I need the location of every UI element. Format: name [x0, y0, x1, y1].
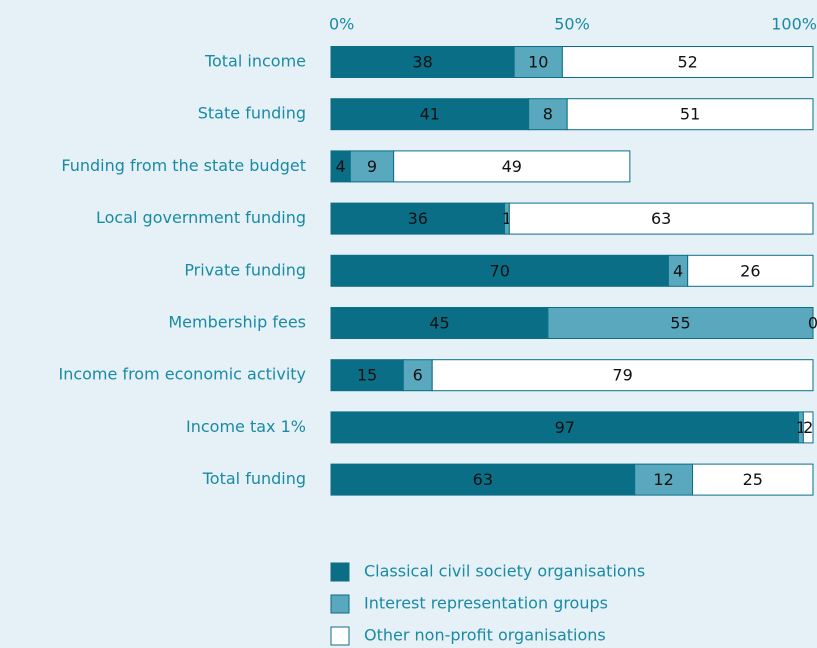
category-label: Total income [204, 52, 306, 71]
data-label: 12 [653, 470, 673, 489]
bar-segment [508, 202, 814, 235]
data-label: 52 [678, 53, 698, 72]
bar-segment [431, 359, 814, 392]
data-label: 6 [413, 366, 423, 385]
category-label: Private funding [184, 260, 306, 279]
data-label: 9 [367, 157, 377, 176]
data-label: 1 [502, 209, 512, 228]
data-label: 70 [490, 261, 510, 280]
data-label: 1 [796, 418, 806, 437]
data-label: 25 [743, 470, 763, 489]
data-label: 51 [680, 105, 700, 124]
x-tick-label: 0% [329, 15, 354, 34]
data-label: 36 [408, 209, 428, 228]
data-label: 4 [336, 157, 346, 176]
legend-label: Other non-profit organisations [364, 626, 606, 645]
data-label: 97 [555, 418, 575, 437]
data-label: 63 [473, 470, 493, 489]
category-label: Membership fees [168, 313, 306, 332]
category-label: Income from economic activity [58, 365, 306, 384]
data-label: 38 [412, 53, 432, 72]
bar-segment [393, 150, 631, 183]
x-tick-label: 100% [771, 15, 817, 34]
legend-swatch [330, 626, 350, 646]
category-label: Income tax 1% [186, 417, 306, 436]
legend-label: Classical civil society organisations [364, 562, 645, 581]
data-label: 45 [429, 314, 449, 333]
bar-segment [330, 202, 506, 235]
bar-segment [330, 254, 669, 287]
data-label: 10 [528, 53, 548, 72]
legend-swatch [330, 594, 350, 614]
bar-segment [634, 463, 693, 496]
legend-swatch [330, 562, 350, 582]
data-label: 49 [502, 157, 522, 176]
x-tick-label: 50% [554, 15, 590, 34]
data-label: 15 [357, 366, 377, 385]
bar-segment [528, 98, 568, 131]
bar-segment [566, 98, 814, 131]
bar-segment [802, 411, 814, 444]
bar-segment [330, 307, 549, 339]
data-label: 55 [670, 314, 690, 333]
category-label: Local government funding [96, 208, 306, 227]
legend-label: Interest representation groups [364, 594, 608, 613]
category-label: State funding [198, 104, 306, 123]
bar-segment [687, 254, 814, 287]
data-label: 4 [673, 261, 683, 280]
data-label: 41 [420, 105, 440, 124]
data-label: 79 [612, 366, 632, 385]
bar-segment [692, 463, 814, 496]
bar-segment [330, 46, 515, 78]
category-label: Funding from the state budget [61, 156, 306, 175]
data-label: 0 [808, 314, 817, 333]
data-label: 63 [651, 209, 671, 228]
data-label: 2 [803, 418, 813, 437]
bar-segment [330, 463, 636, 496]
data-label: 26 [740, 261, 760, 280]
data-label: 8 [543, 105, 553, 124]
bar-segment [547, 307, 814, 339]
bar-segment [561, 46, 814, 78]
bar-segment [330, 359, 404, 392]
bar-segment [513, 46, 563, 78]
bar-segment [330, 411, 800, 444]
bar-segment [402, 359, 433, 392]
category-label: Total funding [202, 469, 306, 488]
